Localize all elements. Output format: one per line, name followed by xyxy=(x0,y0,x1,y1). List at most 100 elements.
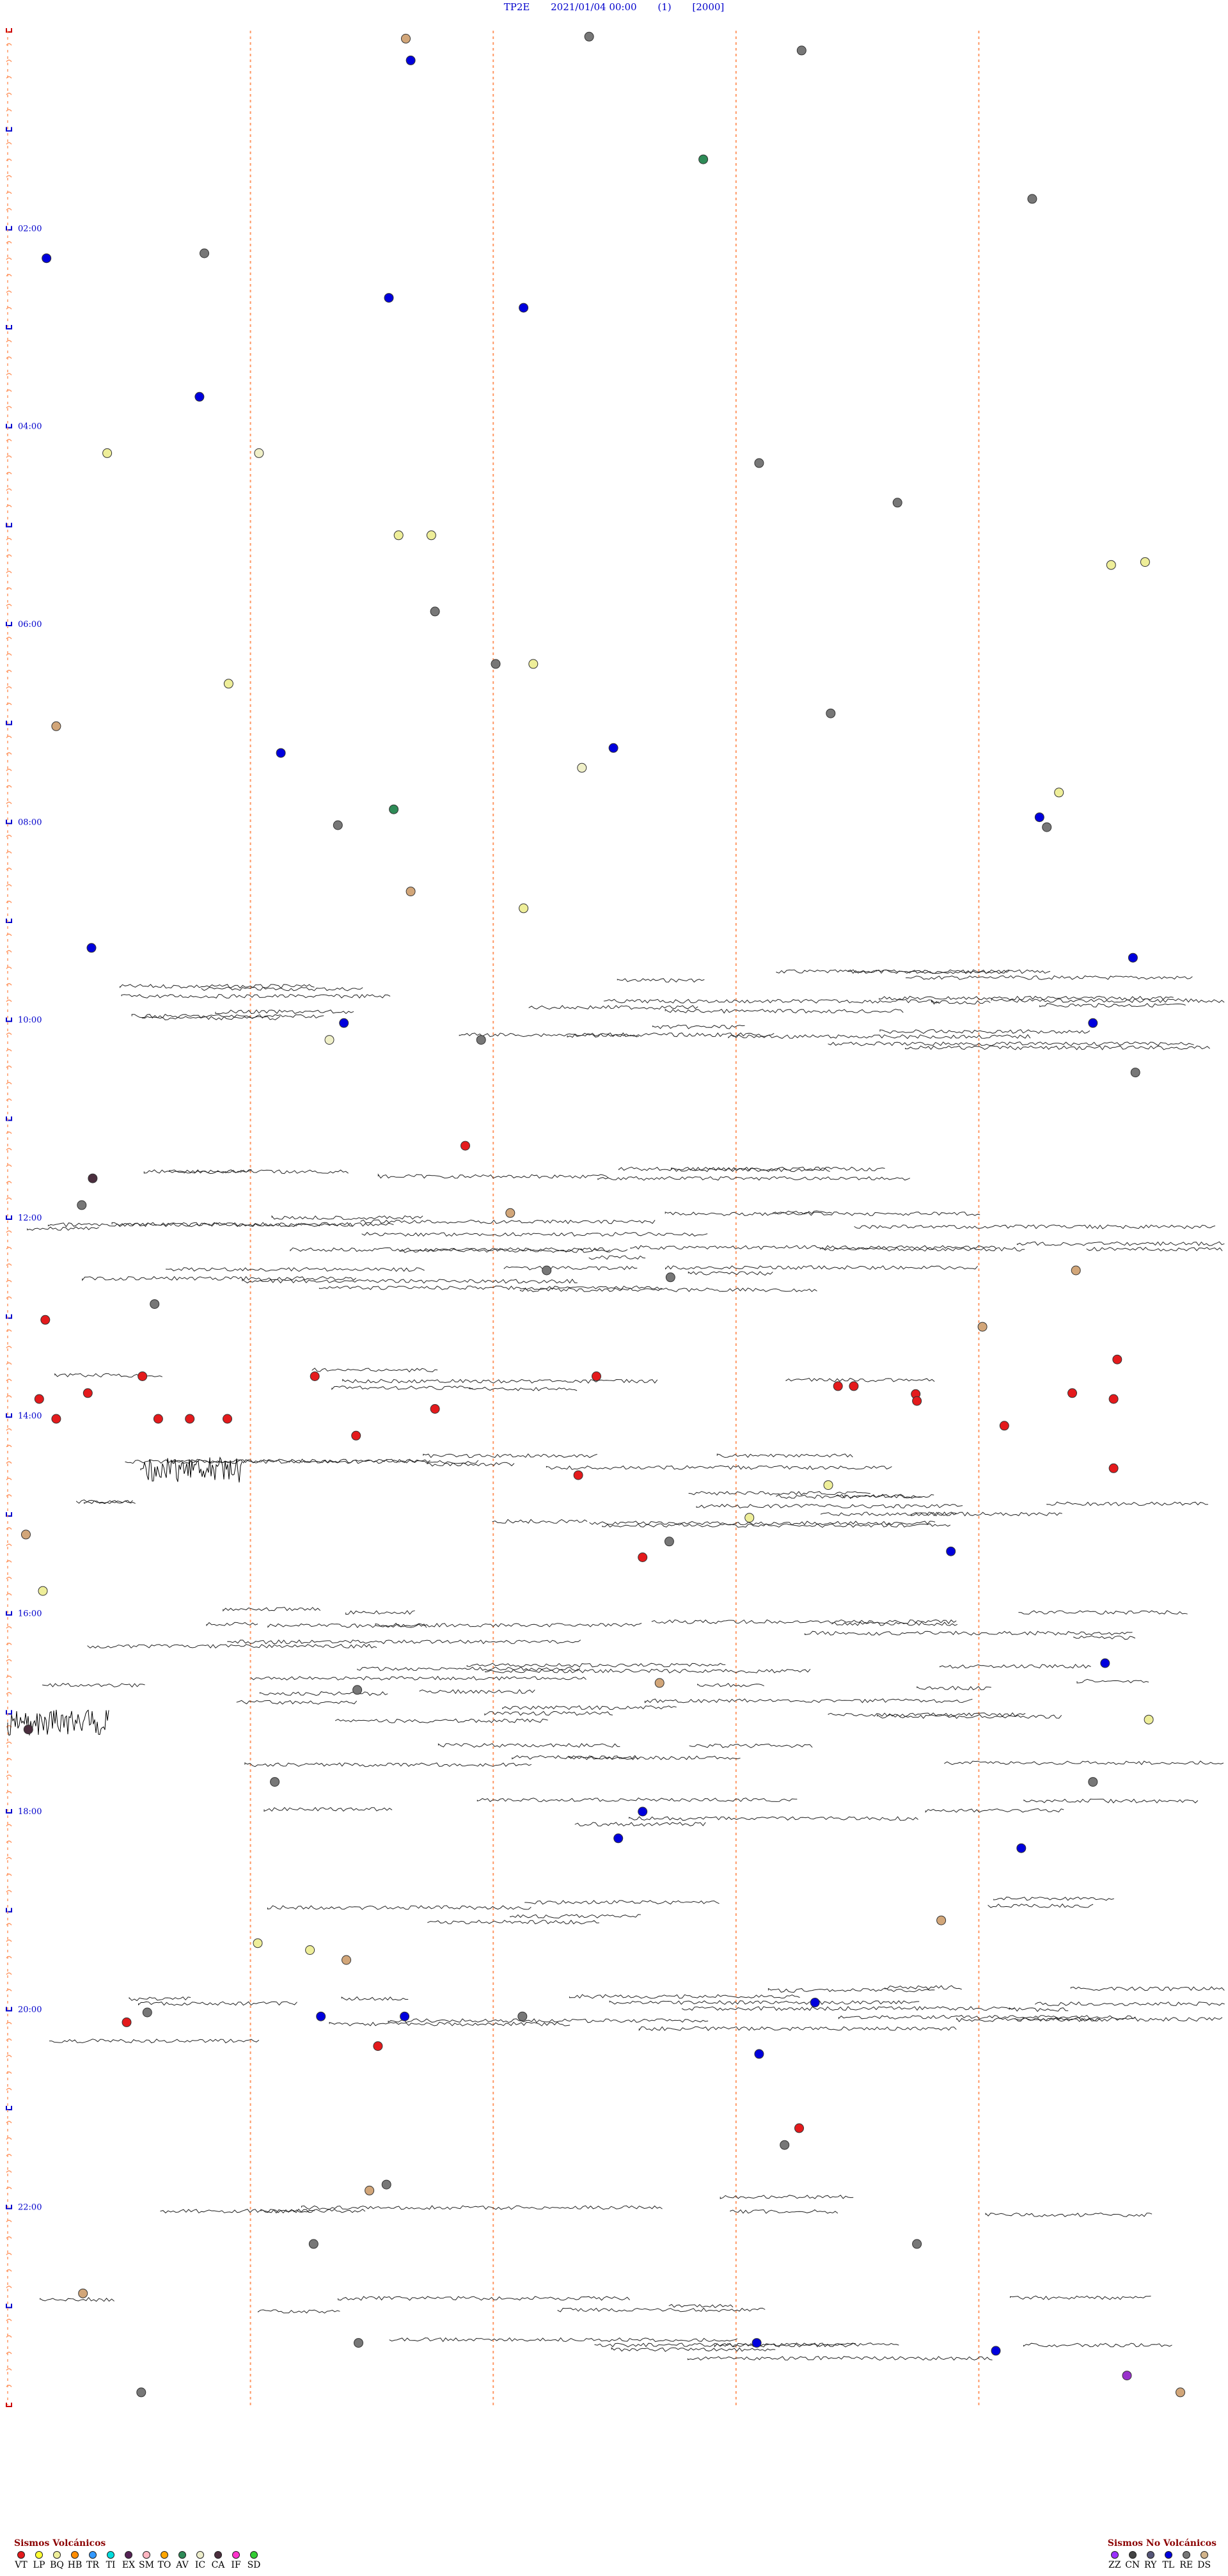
event-marker-tl xyxy=(194,391,205,402)
event-marker-bq xyxy=(1144,1714,1154,1725)
legend-swatch xyxy=(89,2551,97,2559)
seismic-trace xyxy=(905,1045,1210,1050)
row-tick xyxy=(6,1148,12,1151)
event-marker-ds xyxy=(430,606,440,617)
event-marker-ds xyxy=(401,33,411,43)
seismic-trace xyxy=(223,1606,321,1612)
event-marker-tl xyxy=(946,1546,956,1556)
seismic-trace xyxy=(603,999,940,1004)
row-tick xyxy=(6,2170,12,2173)
row-tick xyxy=(6,702,12,706)
seismic-trace xyxy=(993,1897,1114,1901)
legend-code: TO xyxy=(157,2560,171,2570)
event-marker-ds xyxy=(352,1685,363,1695)
seismic-trace xyxy=(27,1226,99,1231)
event-marker-ds xyxy=(476,1035,486,1045)
row-tick xyxy=(6,1659,12,1662)
row-tick xyxy=(6,1560,12,1563)
seismic-trace xyxy=(492,1519,588,1524)
event-marker-vt xyxy=(573,1470,583,1480)
row-tick xyxy=(6,554,12,557)
row-tick xyxy=(6,1494,12,1497)
row-tick xyxy=(6,1164,12,1167)
event-marker-vt xyxy=(638,1553,648,1562)
seismic-trace xyxy=(911,1511,1062,1517)
row-tick xyxy=(6,587,12,590)
row-tick xyxy=(6,1082,12,1085)
row-tick xyxy=(6,1395,12,1398)
seismic-trace xyxy=(847,969,1009,974)
legend-code: TR xyxy=(86,2560,99,2570)
event-marker-bq xyxy=(1106,560,1116,570)
legend-item-bq: BQ xyxy=(50,2551,64,2570)
row-tick xyxy=(6,1048,12,1052)
row-tick xyxy=(6,1230,12,1233)
seismic-trace xyxy=(125,1459,479,1464)
seismic-trace xyxy=(609,2000,920,2005)
event-marker-vt xyxy=(51,1414,61,1424)
legend-swatch xyxy=(232,2551,240,2559)
legend-swatch xyxy=(178,2551,186,2559)
seismic-trace xyxy=(618,1166,885,1171)
event-marker-vt xyxy=(373,2041,383,2051)
hour-tick-label: 18:00 xyxy=(18,1807,42,1817)
event-marker-tl xyxy=(608,743,618,753)
station-name: TP2E xyxy=(503,1,530,13)
seismic-trace xyxy=(940,1664,1091,1669)
event-marker-ds xyxy=(1027,194,1037,204)
row-tick xyxy=(6,158,12,161)
event-marker-ds xyxy=(912,2239,922,2249)
row-tick xyxy=(6,950,12,953)
legend-swatch xyxy=(125,2551,132,2559)
seismic-trace xyxy=(956,2017,1101,2023)
row-bracket xyxy=(6,819,12,825)
seismic-trace xyxy=(1039,1002,1186,1007)
seismic-trace xyxy=(944,1760,1224,1766)
event-marker-tl xyxy=(1016,1843,1027,1853)
seismic-trace xyxy=(569,1755,741,1760)
event-marker-tl xyxy=(400,2011,410,2021)
event-marker-vt xyxy=(592,1371,601,1381)
seismic-trace xyxy=(227,1639,581,1645)
row-bracket xyxy=(6,325,12,329)
seismic-trace xyxy=(629,1816,918,1821)
event-marker-ds xyxy=(826,708,836,718)
seismic-trace xyxy=(1016,1241,1225,1246)
event-marker-ds xyxy=(936,1915,947,1925)
legend-swatch xyxy=(1164,2551,1172,2559)
legend-nonvolcanic-title: Sismos No Volcánicos xyxy=(1107,2538,1216,2548)
row-tick xyxy=(6,1857,12,1860)
row-tick xyxy=(6,2335,12,2338)
legend-code: RE xyxy=(1179,2560,1193,2570)
row-tick xyxy=(6,2055,12,2058)
row-bracket xyxy=(6,423,12,429)
row-tick xyxy=(6,1181,12,1183)
hour-tick-label: 06:00 xyxy=(18,620,42,629)
legend-code: AV xyxy=(176,2560,189,2570)
event-marker-tl xyxy=(42,253,52,264)
row-tick xyxy=(6,2236,12,2239)
seismic-trace xyxy=(469,1386,578,1391)
row-tick xyxy=(6,2137,12,2140)
event-marker-bq xyxy=(223,679,233,689)
row-tick xyxy=(6,884,12,887)
row-tick xyxy=(6,1461,12,1464)
seismic-trace xyxy=(427,1462,515,1467)
seismic-trace xyxy=(1035,2001,1225,2007)
event-marker-tl xyxy=(810,1998,820,2007)
legend-swatch xyxy=(53,2551,61,2559)
event-marker-ds xyxy=(333,820,343,830)
row-tick xyxy=(6,1642,12,1645)
seismic-trace xyxy=(338,2296,630,2301)
event-marker-vt xyxy=(122,2017,132,2027)
seismic-trace xyxy=(879,995,1174,1000)
event-marker-vt xyxy=(310,1371,320,1381)
legend-nonvolcanic: Sismos No Volcánicos ZZ CN RY TL RE DS xyxy=(1108,2538,1216,2570)
event-marker-ca xyxy=(23,1725,33,1735)
row-bracket xyxy=(6,919,12,923)
legend-swatch xyxy=(161,2551,168,2559)
chart-datetime: 2021/01/04 00:00 xyxy=(551,1,637,13)
seismic-trace xyxy=(602,1523,951,1528)
row-tick xyxy=(6,983,12,986)
event-marker-vt xyxy=(83,1388,93,1398)
